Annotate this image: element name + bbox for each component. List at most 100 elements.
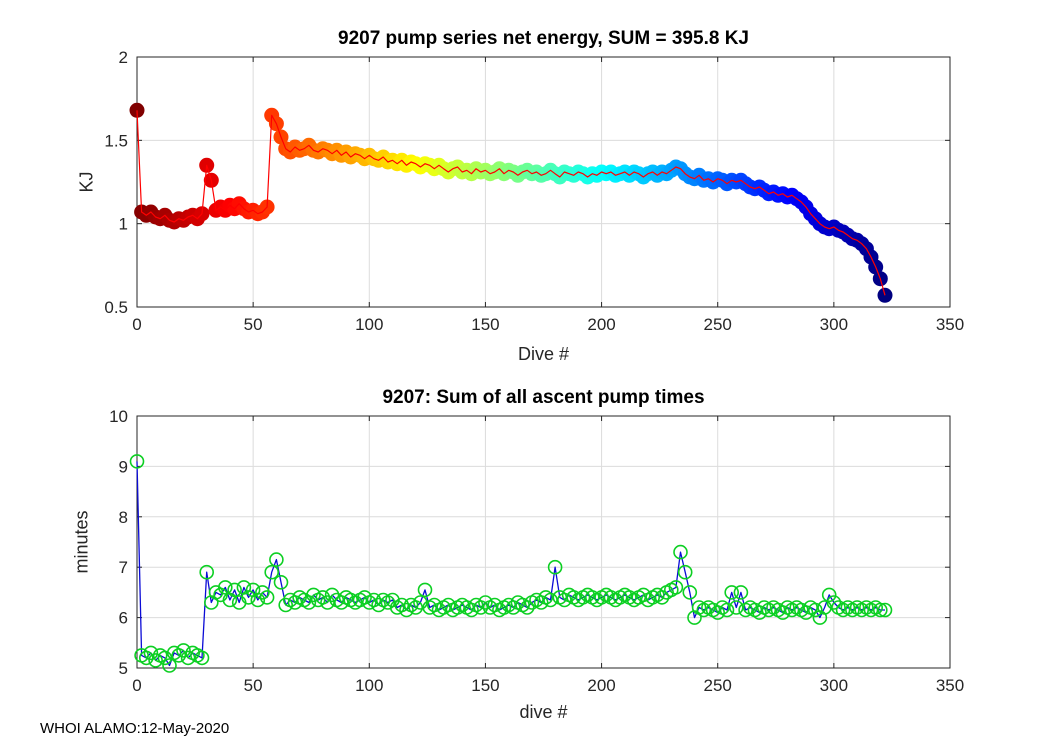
data-point-marker [259, 590, 275, 605]
data-point-marker [487, 597, 503, 613]
data-point-marker [673, 544, 688, 560]
data-point-marker [139, 650, 154, 666]
data-point-marker [366, 592, 382, 608]
x-tick-label: 200 [587, 315, 615, 334]
data-point-marker [306, 587, 321, 603]
bottom-chart-title: 9207: Sum of all ascent pump times [382, 387, 705, 408]
y-tick-label: 0.5 [104, 298, 128, 317]
data-point-marker [752, 605, 767, 620]
data-point-marker [543, 592, 558, 608]
y-tick-label: 8 [119, 508, 128, 527]
x-tick-label: 300 [820, 676, 848, 695]
data-point-marker [301, 595, 317, 610]
y-tick-label: 1 [119, 215, 128, 234]
data-point-marker [408, 600, 424, 615]
data-point-marker [872, 602, 888, 618]
top-chart-ylabel: KJ [76, 171, 97, 193]
data-point-marker [478, 595, 493, 610]
data-point-marker [682, 585, 698, 600]
data-point-marker [269, 552, 284, 567]
x-tick-label: 100 [355, 315, 383, 334]
footer-text: WHOI ALAMO:12-May-2020 [40, 720, 230, 737]
data-point-marker [417, 582, 433, 598]
data-point-marker [320, 595, 335, 610]
data-point-marker [129, 454, 145, 469]
y-tick-label: 6 [119, 609, 128, 628]
data-point-marker [724, 585, 740, 600]
data-point-marker [194, 650, 210, 666]
data-point-marker [798, 605, 814, 620]
data-point-marker [227, 582, 242, 598]
data-point-marker [264, 564, 280, 580]
data-point-marker [334, 595, 349, 610]
x-tick-label: 350 [936, 315, 964, 334]
grid-lines [136, 415, 951, 669]
axes-box [136, 415, 951, 669]
series-markers [129, 102, 893, 303]
data-point-marker [273, 574, 289, 590]
data-point-marker [250, 592, 266, 608]
data-point-marker [371, 597, 386, 613]
x-tick-label: 300 [820, 315, 848, 334]
top-chart-xlabel: Dive # [517, 344, 570, 364]
data-point-marker [473, 600, 489, 615]
y-tick-label: 7 [119, 558, 128, 577]
data-point-marker [826, 595, 842, 610]
y-tick-label: 9 [119, 457, 128, 476]
data-point-marker [775, 605, 791, 620]
data-point-marker [654, 590, 670, 605]
x-tick-label: 200 [587, 676, 615, 695]
data-point-marker [148, 653, 163, 668]
axes-box [136, 56, 951, 308]
data-point-marker [440, 597, 456, 613]
data-point-marker [199, 564, 214, 580]
data-point-marker [399, 602, 414, 618]
x-tick-label: 0 [132, 676, 141, 695]
data-point-marker [807, 602, 823, 618]
x-tick-label: 250 [704, 315, 732, 334]
y-tick-label: 2 [119, 48, 128, 67]
data-point-marker [668, 580, 684, 595]
x-tick-label: 150 [471, 315, 499, 334]
data-point-marker [143, 645, 159, 661]
data-point-marker [519, 600, 535, 615]
series-line [136, 461, 885, 667]
x-tick-label: 0 [132, 315, 141, 334]
y-tick-label: 5 [119, 659, 128, 678]
data-point-marker [464, 602, 479, 618]
data-point-marker [218, 580, 233, 595]
data-point-marker [324, 587, 340, 603]
x-tick-label: 100 [355, 676, 383, 695]
x-tick-label: 150 [471, 676, 499, 695]
data-point-marker [677, 564, 693, 580]
top-chart: 0 50 100 150 200 250 300 350 0.5 1 1.5 2 [104, 48, 964, 334]
data-point-marker [426, 597, 442, 613]
bottom-chart-xlabel: dive # [519, 702, 568, 722]
tick-labels: 0 50 100 150 200 250 300 350 0.5 1 1.5 2 [104, 48, 964, 334]
data-point-marker [877, 602, 893, 618]
data-point-marker [821, 587, 837, 603]
data-point-marker [162, 658, 177, 673]
top-chart-title: 9207 pump series net energy, SUM = 395.8… [338, 28, 749, 49]
data-point-marker [241, 590, 256, 605]
tick-labels: 0 50 100 150 200 250 300 350 5 6 7 8 9 10 [109, 407, 964, 695]
data-point-marker [315, 590, 331, 605]
data-point-marker [728, 600, 744, 615]
x-tick-label: 50 [244, 676, 263, 695]
data-point-marker [636, 587, 651, 603]
data-point-marker [394, 597, 410, 613]
data-point-marker [357, 590, 372, 605]
data-point-marker [505, 600, 521, 615]
series-line [136, 110, 886, 296]
data-point-marker [719, 602, 735, 618]
data-point-marker [533, 595, 549, 610]
data-point-marker [176, 643, 191, 658]
x-tick-label: 350 [936, 676, 964, 695]
y-tick-label: 10 [109, 407, 128, 426]
x-tick-label: 250 [704, 676, 732, 695]
y-tick-label: 1.5 [104, 131, 128, 150]
data-point-marker [547, 559, 563, 575]
data-point-marker [557, 592, 572, 608]
